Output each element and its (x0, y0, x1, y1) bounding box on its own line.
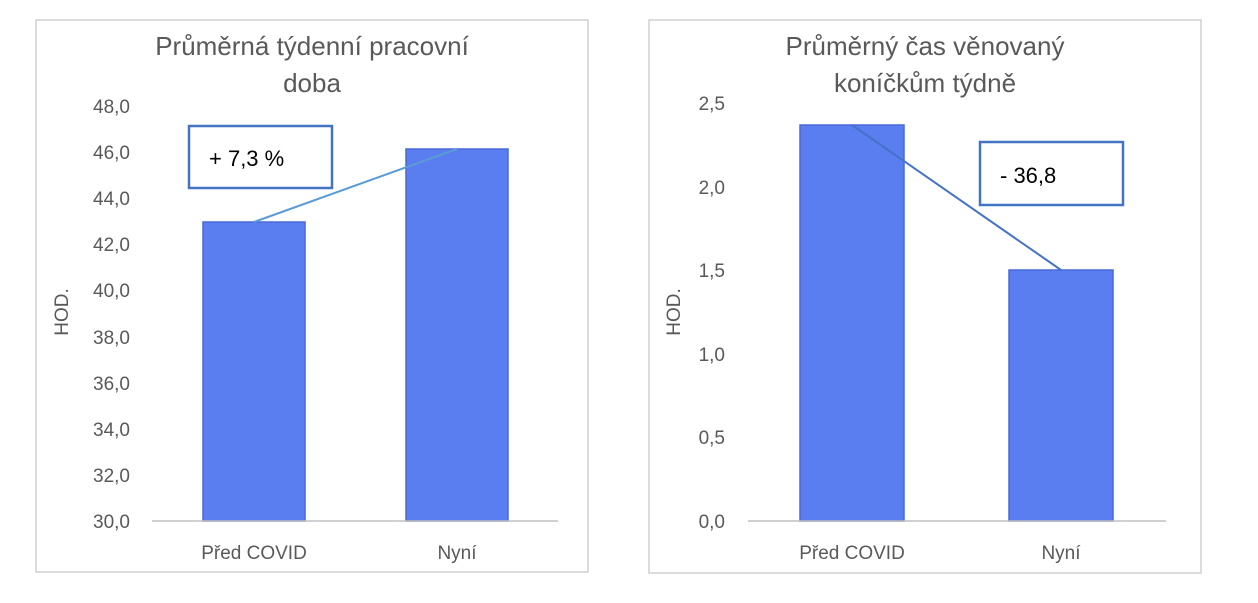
chart-working-hours: Průměrná týdenní pracovní doba HOD. 30,0… (35, 19, 589, 573)
x-tick-label: Před COVID (799, 543, 905, 564)
chart-title-line-2: koníčkům týdně (834, 68, 1016, 98)
chart-hobby-time: Průměrný čas věnovaný koníčkům týdně HOD… (648, 19, 1202, 574)
change-annotation: + 7,3 % (209, 146, 284, 171)
change-annotation-box (978, 140, 1125, 207)
trend-line (851, 124, 1062, 271)
y-tick-label: 38,0 (93, 328, 130, 349)
y-tick-label: 32,0 (93, 466, 130, 487)
y-tick-label: 48,0 (93, 97, 130, 118)
y-tick-label: 0,0 (699, 512, 725, 533)
chart-title-line-1: Průměrný čas věnovaný (786, 31, 1065, 61)
y-tick-label: 1,5 (699, 261, 725, 282)
y-tick-label: 1,0 (699, 345, 725, 366)
bar-pred-covid (202, 221, 306, 522)
change-annotation: - 36,8 (1000, 163, 1056, 188)
y-tick-label: 46,0 (93, 143, 130, 164)
y-ticks: 30,0 32,0 34,0 36,0 38,0 40,0 42,0 44,0 … (93, 97, 130, 533)
change-annotation-box (187, 124, 334, 190)
y-axis-label: HOD. (52, 288, 73, 336)
y-tick-label: 2,5 (699, 94, 725, 115)
trend-line (253, 148, 458, 223)
y-ticks: 0,0 0,5 1,0 1,5 2,0 2,5 (699, 94, 725, 533)
y-tick-label: 30,0 (93, 512, 130, 533)
chart-title-line-2: doba (283, 68, 341, 98)
y-tick-label: 34,0 (93, 420, 130, 441)
x-tick-label: Nyní (437, 543, 477, 564)
y-tick-label: 40,0 (93, 281, 130, 302)
bar-nyni (1008, 269, 1114, 522)
chart-title-line-1: Průměrná týdenní pracovní (155, 31, 469, 61)
y-tick-label: 36,0 (93, 374, 130, 395)
bar-pred-covid (799, 124, 905, 522)
chart-frame (648, 19, 1202, 574)
x-tick-label: Před COVID (201, 543, 307, 564)
y-tick-label: 42,0 (93, 235, 130, 256)
bar-nyni (405, 148, 509, 522)
y-tick-label: 2,0 (699, 178, 725, 199)
y-tick-label: 0,5 (699, 428, 725, 449)
y-axis-label: HOD. (664, 288, 685, 336)
x-tick-label: Nyní (1041, 543, 1081, 564)
y-tick-label: 44,0 (93, 189, 130, 210)
